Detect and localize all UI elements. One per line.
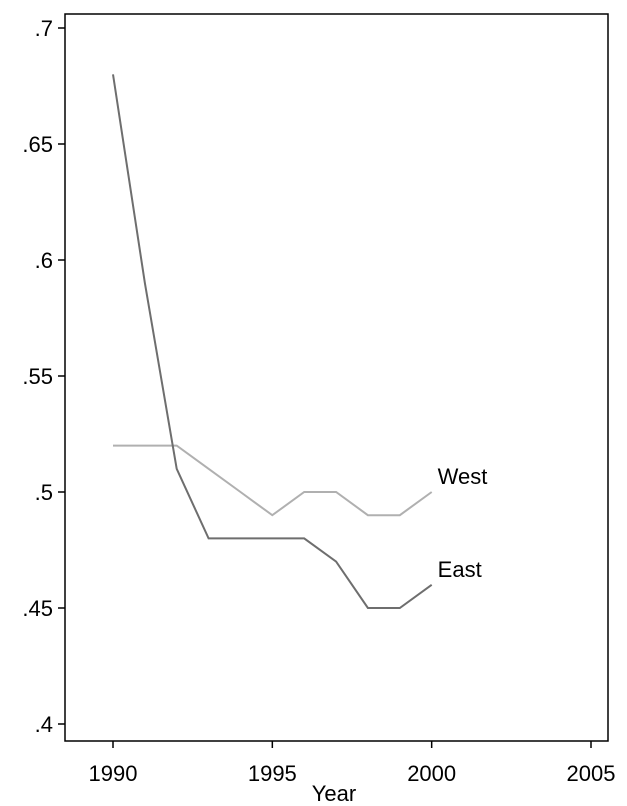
y-tick-label: .65 <box>22 132 53 157</box>
series-label-east: East <box>438 557 482 582</box>
series-line-west <box>113 444 433 517</box>
series-label-west: West <box>438 464 488 489</box>
y-tick-label: .7 <box>35 16 53 41</box>
series-labels: West East <box>438 464 488 582</box>
y-tick-label: .4 <box>35 712 53 737</box>
plot-frame <box>64 13 609 742</box>
y-tick-label: .5 <box>35 480 53 505</box>
x-axis: 1990 1995 2000 2005 <box>89 741 616 786</box>
x-axis-title: Year <box>312 781 356 806</box>
series-lines <box>112 74 433 609</box>
x-tick-label: 2005 <box>567 761 616 786</box>
y-tick-label: .6 <box>35 248 53 273</box>
x-tick-label: 2000 <box>407 761 456 786</box>
series-line-east <box>112 74 433 609</box>
y-tick-label: .45 <box>22 596 53 621</box>
x-tick-label: 1990 <box>89 761 138 786</box>
x-tick-label: 1995 <box>248 761 297 786</box>
y-tick-label: .55 <box>22 364 53 389</box>
y-axis: .4 .45 .5 .55 .6 .65 .7 <box>22 16 65 737</box>
